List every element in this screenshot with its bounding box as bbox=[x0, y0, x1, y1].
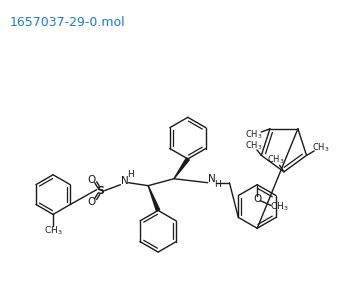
Text: 1657037-29-0.mol: 1657037-29-0.mol bbox=[9, 16, 125, 29]
Text: H: H bbox=[214, 180, 221, 189]
Text: O: O bbox=[253, 194, 261, 203]
Text: CH$_3$: CH$_3$ bbox=[312, 141, 329, 154]
Text: O: O bbox=[87, 175, 96, 185]
Text: N: N bbox=[208, 174, 216, 184]
Text: CH$_3$: CH$_3$ bbox=[267, 154, 285, 166]
Text: H: H bbox=[127, 170, 134, 179]
Polygon shape bbox=[148, 186, 160, 211]
Text: N: N bbox=[121, 176, 128, 186]
Polygon shape bbox=[174, 158, 189, 179]
Text: S: S bbox=[97, 186, 105, 196]
Text: O: O bbox=[87, 197, 96, 206]
Text: CH$_3$: CH$_3$ bbox=[245, 129, 263, 141]
Text: CH$_3$: CH$_3$ bbox=[44, 225, 62, 237]
Text: CH$_3$: CH$_3$ bbox=[270, 200, 288, 213]
Text: CH$_3$: CH$_3$ bbox=[245, 139, 262, 152]
